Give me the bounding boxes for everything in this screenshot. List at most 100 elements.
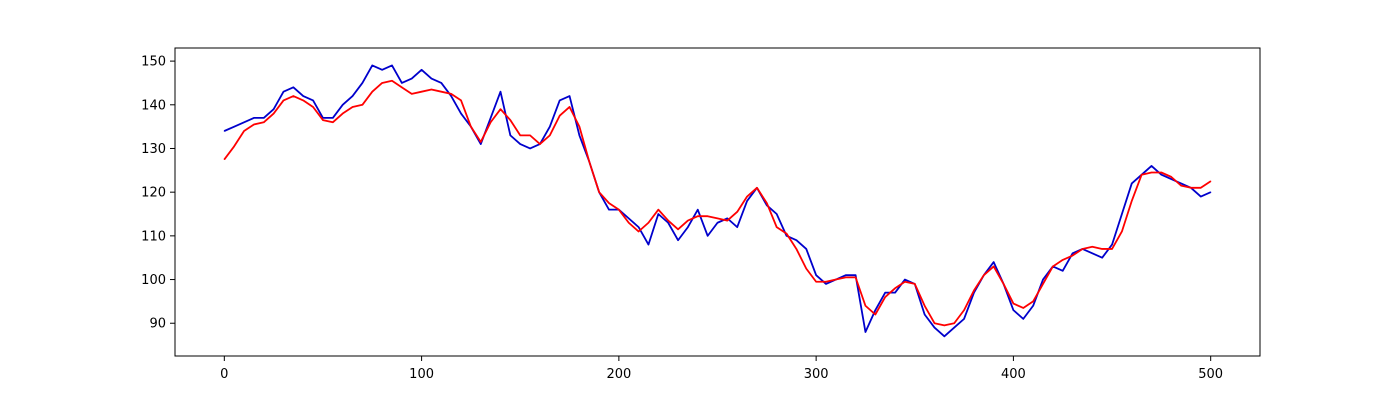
series-2-point: [302, 99, 304, 102]
series-2-point: [361, 104, 364, 106]
series-layer: [223, 64, 1212, 338]
series-1-point: [430, 77, 433, 80]
series-1-point: [519, 143, 521, 145]
series-2-point: [1111, 248, 1113, 250]
series-1-point: [361, 82, 364, 84]
series-1-point: [687, 226, 689, 228]
series-2-point: [825, 281, 827, 283]
series-2-point: [943, 324, 945, 327]
series-1-point: [1200, 195, 1202, 198]
series-2-point: [1071, 254, 1074, 257]
series-2-point: [874, 313, 876, 316]
series-2: [223, 79, 1212, 327]
series-2-point: [381, 82, 383, 84]
series-1-point: [1210, 191, 1212, 193]
series-2-point: [618, 209, 620, 211]
series-1-point: [253, 117, 255, 119]
series-1-point: [736, 226, 738, 228]
series-2-point: [1131, 200, 1133, 202]
series-2-point: [1121, 230, 1123, 233]
series-1-point: [924, 313, 926, 316]
series-2-point: [509, 119, 511, 121]
y-tick-label: 130: [141, 142, 166, 157]
series-2-point: [1091, 246, 1093, 248]
x-axis-ticks: 0 100 200 300 400 500: [220, 356, 1223, 382]
series-1-point: [864, 331, 867, 333]
series-1-point: [776, 213, 778, 215]
series-1-point: [509, 134, 511, 136]
x-tick-label: 100: [409, 367, 434, 382]
series-2-point: [637, 230, 640, 233]
series-1-point: [904, 278, 906, 281]
series-1-point: [1012, 309, 1015, 311]
series-2-point: [1081, 248, 1084, 250]
series-2-point: [608, 202, 610, 204]
series-2-point: [470, 126, 472, 128]
series-2-point: [835, 278, 837, 281]
series-2-point: [539, 143, 541, 145]
series-1-point: [815, 274, 817, 276]
series-2-point: [973, 289, 975, 292]
series-2-point: [766, 202, 768, 204]
series-1-point: [1071, 252, 1074, 254]
series-2-point: [795, 248, 798, 250]
series-2-point: [490, 121, 492, 123]
series-2-point: [815, 281, 817, 283]
series-2-point: [707, 215, 709, 217]
series-1-point: [381, 69, 383, 71]
series-1-point: [716, 222, 719, 224]
series-1-point: [1150, 165, 1153, 167]
series-2-point: [263, 121, 265, 123]
series-1-point: [411, 77, 413, 80]
y-axis-ticks: 90 100 110 120 130 140 150: [141, 55, 175, 332]
series-1-point: [559, 99, 561, 102]
series-2-point: [332, 121, 334, 123]
series-2-point: [1160, 171, 1162, 174]
series-1-point: [1111, 244, 1113, 246]
series-2-point: [568, 106, 571, 108]
series-2-point: [983, 274, 985, 276]
series-2-point: [243, 130, 245, 132]
series-2-point: [647, 222, 650, 224]
series-2-point: [391, 80, 393, 82]
series-2-point: [1170, 176, 1172, 178]
series-1-point: [726, 217, 728, 219]
series-2-point: [342, 112, 344, 115]
series-2-point: [746, 195, 748, 198]
series-1-point: [243, 121, 245, 123]
series-1-point: [499, 91, 502, 93]
x-tick-label: 500: [1198, 367, 1223, 382]
series-2-point: [559, 115, 561, 117]
series-1-point: [933, 327, 936, 329]
series-2-point: [953, 322, 955, 324]
series-2-point: [667, 219, 669, 222]
y-tick-label: 110: [141, 229, 166, 244]
x-tick-label: 200: [606, 367, 631, 382]
series-1-point: [805, 248, 807, 250]
series-1-point: [628, 217, 630, 219]
series-1-point: [401, 82, 403, 84]
series-1-point: [420, 69, 423, 71]
series-1-point: [993, 261, 995, 263]
series-1-point: [1022, 318, 1024, 320]
series-2-point: [1150, 171, 1153, 174]
series-2-point: [440, 91, 442, 93]
series-1-point: [490, 117, 492, 119]
series-1-point: [795, 239, 798, 241]
series-2-point: [411, 93, 413, 95]
series-2-point: [993, 265, 995, 268]
series-2-point: [726, 219, 728, 222]
series-2-point: [430, 88, 433, 91]
series-2-point: [894, 287, 896, 289]
series-1-point: [1180, 182, 1182, 185]
series-1-point: [273, 108, 275, 110]
x-tick-label: 0: [220, 367, 228, 382]
series-1-point: [963, 318, 965, 320]
series-2-point: [1032, 300, 1034, 302]
series-2-point: [904, 281, 906, 283]
series-2-point: [677, 228, 679, 230]
series-2-point: [697, 215, 699, 217]
series-1-point: [667, 222, 669, 224]
series-2-point: [273, 112, 275, 115]
